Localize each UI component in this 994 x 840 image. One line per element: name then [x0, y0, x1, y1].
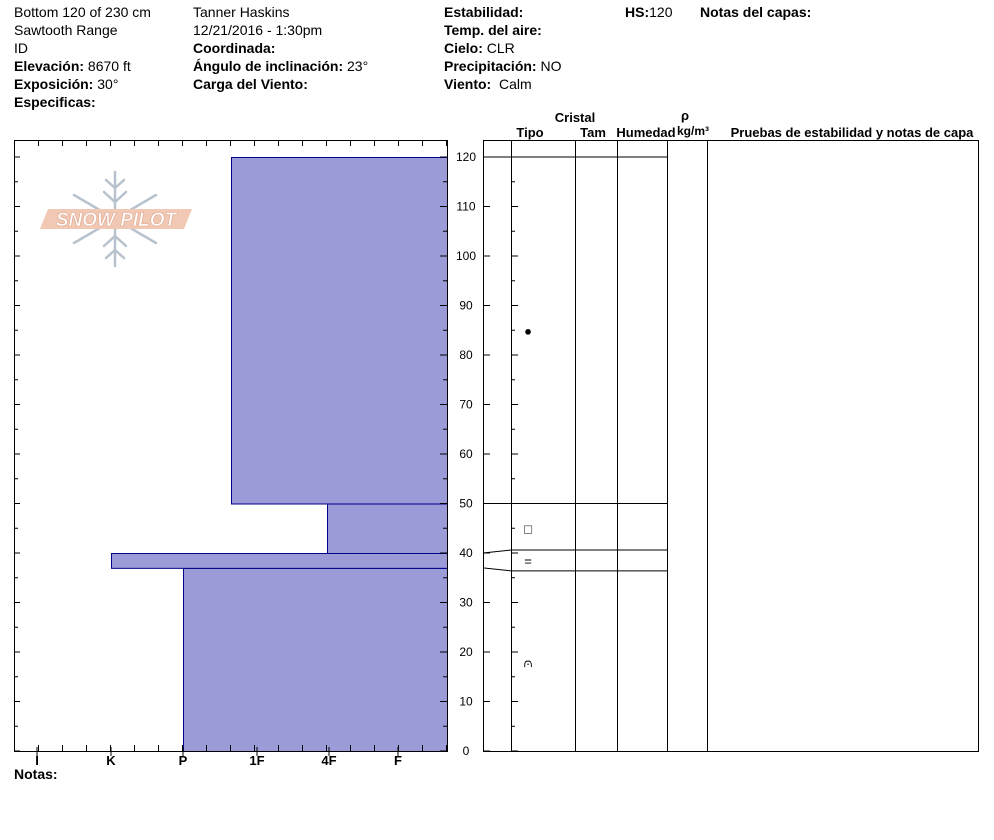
- specifics-label: Especificas:: [14, 94, 96, 110]
- hs-label: HS:: [625, 4, 650, 20]
- hardness-label-I: I: [35, 753, 39, 768]
- exposure-value: 30°: [97, 76, 119, 92]
- height-label-30: 30: [459, 596, 473, 610]
- height-label-40: 40: [459, 546, 473, 560]
- elevation-label: Elevación:: [14, 58, 85, 74]
- hardness-layer-2: [327, 503, 448, 554]
- hardness-label-1F: 1F: [249, 753, 264, 768]
- location-line-1: Bottom 120 of 230 cm: [14, 4, 151, 20]
- layer-table-frame: [483, 140, 979, 752]
- precip-value: NO: [540, 58, 562, 74]
- observer: Tanner Haskins: [193, 4, 290, 20]
- type-header: Tipo: [516, 125, 543, 140]
- sky: Cielo: CLR: [444, 39, 515, 57]
- exposure: Exposición: 30°: [14, 75, 118, 93]
- sky-label: Cielo:: [444, 40, 483, 56]
- height-label-90: 90: [459, 299, 473, 313]
- height-label-70: 70: [459, 398, 473, 412]
- height-label-20: 20: [459, 645, 473, 659]
- stability-label: Estabilidad:: [444, 4, 524, 20]
- wind-load-label: Carga del Viento:: [193, 76, 308, 92]
- wind: Viento: Calm: [444, 75, 532, 93]
- hardness-layer-1: [111, 553, 448, 569]
- exposure-label: Exposición:: [14, 76, 94, 92]
- moisture-header: Humedad: [616, 125, 675, 140]
- height-label-10: 10: [459, 695, 473, 709]
- height-label-50: 50: [459, 497, 473, 511]
- tests-header: Pruebas de estabilidad y notas de capa: [731, 125, 975, 140]
- datetime: 12/21/2016 - 1:30pm: [193, 22, 323, 38]
- hs-value: 120: [649, 4, 673, 20]
- wind-value: Calm: [498, 76, 532, 92]
- slope-angle: Ángulo de inclinación: 23°: [193, 57, 368, 75]
- layer-notes-label: Notas del capas:: [700, 4, 812, 20]
- height-label-80: 80: [459, 348, 473, 362]
- hardness-label-K: K: [106, 753, 116, 768]
- wind-label: Viento:: [444, 76, 492, 92]
- logo-text: SNOW PILOT: [56, 210, 178, 231]
- layer-connector: [482, 567, 512, 572]
- elevation-value: 8670 ft: [87, 58, 131, 74]
- slope-value: 23°: [347, 58, 369, 74]
- hardness-layer-3: [231, 157, 448, 505]
- sky-value: CLR: [486, 40, 515, 56]
- hardness-label-F: F: [394, 753, 402, 768]
- height-label-120: 120: [456, 150, 476, 164]
- location-line-2: Sawtooth Range: [14, 22, 118, 38]
- coordinate-label: Coordinada:: [193, 40, 276, 56]
- height-label-0: 0: [463, 744, 470, 758]
- crystal-symbol-0: ●: [524, 323, 532, 338]
- crystal-header: Cristal: [555, 110, 595, 125]
- precipitation: Precipitación: NO: [444, 57, 561, 75]
- hs: HS:120: [625, 3, 672, 21]
- notes-label: Notas:: [14, 766, 58, 782]
- snow-pilot-logo: SNOW PILOT: [40, 209, 192, 231]
- air-temp-label: Temp. del aire:: [444, 22, 542, 38]
- size-header: Tam: [580, 125, 606, 140]
- elevation: Elevación: 8670 ft: [14, 57, 131, 75]
- crystal-symbol-2: =: [524, 553, 532, 568]
- crystal-symbol-1: □: [524, 521, 532, 536]
- hardness-label-4F: 4F: [321, 753, 336, 768]
- height-label-60: 60: [459, 447, 473, 461]
- height-label-100: 100: [456, 249, 476, 263]
- hardness-label-P: P: [179, 753, 188, 768]
- height-label-110: 110: [456, 200, 475, 214]
- location-line-3: ID: [14, 40, 28, 56]
- rho-header: ρ: [681, 108, 689, 123]
- hardness-layer-0: [183, 567, 448, 752]
- slope-label: Ángulo de inclinación:: [193, 58, 344, 74]
- layer-connector: [482, 549, 512, 554]
- crystal-symbol-3: ⩀: [523, 655, 532, 670]
- precip-label: Precipitación:: [444, 58, 537, 74]
- density-unit-header: kg/m³: [677, 124, 709, 138]
